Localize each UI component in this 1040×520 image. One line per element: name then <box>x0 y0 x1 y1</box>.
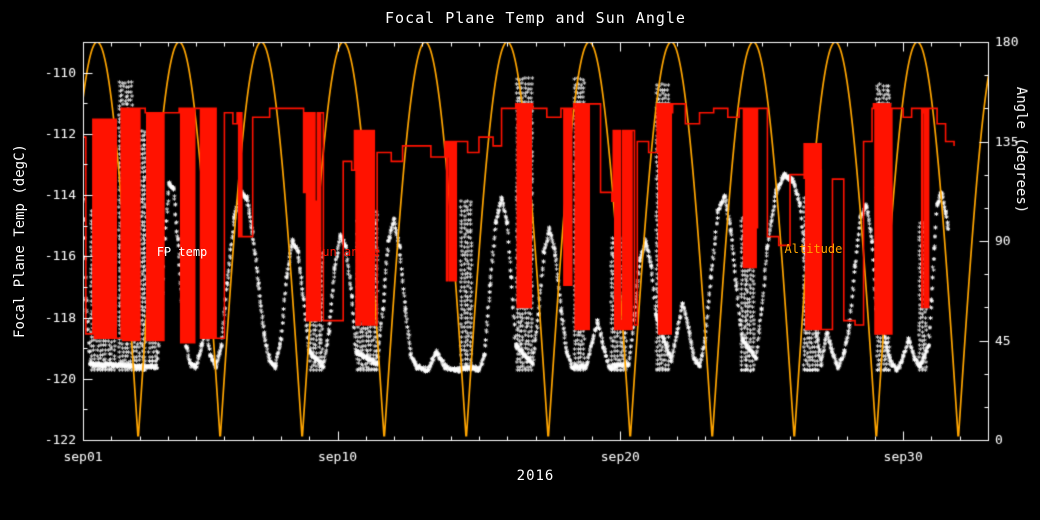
x-axis-label: 2016 <box>516 468 555 484</box>
annotation-sun-angle: Sun angle <box>315 245 381 260</box>
y-axis-label-left: Focal Plane Temp (degC) <box>12 144 28 338</box>
y-axis-label-right: Angle (degrees) <box>1013 86 1029 214</box>
chart-title: Focal Plane Temp and Sun Angle <box>385 9 686 27</box>
annotation-fp-temp: FP temp <box>156 245 208 260</box>
annotation-altitude: Altitude <box>784 242 843 257</box>
